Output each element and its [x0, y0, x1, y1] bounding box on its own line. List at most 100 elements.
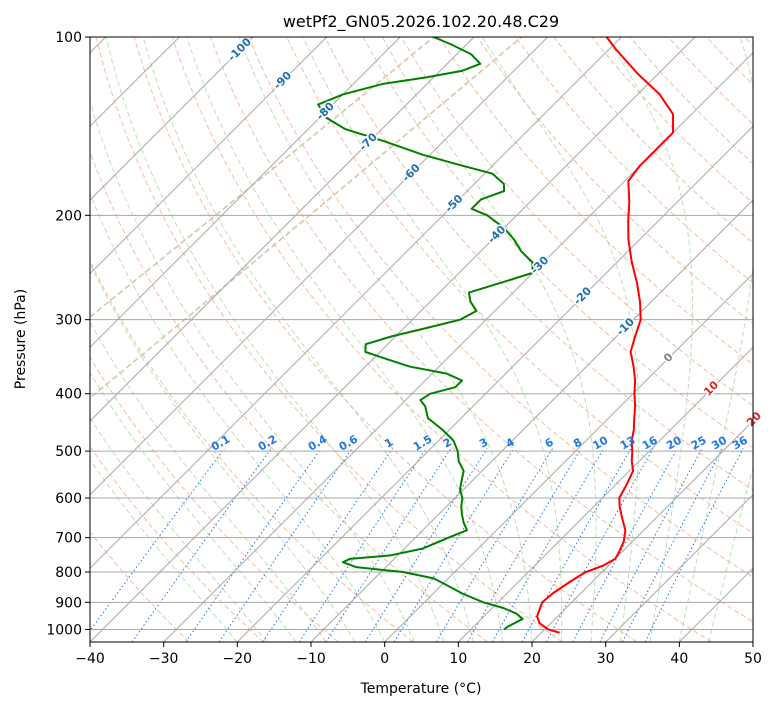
mixing-ratio-label: 36 [730, 433, 750, 452]
isotherm-line [678, 567, 753, 642]
tan-dashed-line [90, 37, 523, 400]
y-tick-label: 1000 [46, 622, 82, 638]
mixing-ratio-line [644, 448, 744, 642]
dry-adiabat [90, 356, 339, 642]
moist-adiabat [381, 37, 597, 642]
moist-adiabat [186, 37, 504, 642]
dry-adiabat [95, 37, 563, 642]
pressure-grid [90, 37, 753, 642]
isotherm-line [531, 420, 753, 642]
dry-adiabat [400, 37, 753, 407]
dry-adiabat [90, 259, 414, 642]
mixing-ratio-label: 0.4 [306, 432, 330, 453]
mixing-ratio-label: 13 [618, 434, 638, 453]
isotherm-line [90, 37, 475, 422]
x-tick-label: 50 [744, 651, 762, 667]
isotherm-line [163, 51, 753, 642]
x-tick-label: 10 [449, 651, 467, 667]
mixing-ratio-label: 1 [382, 436, 395, 451]
mixing-ratio-line [131, 448, 272, 642]
chart-title: wetPf2_GN05.2026.102.20.48.C29 [283, 12, 559, 32]
x-tick-label: −10 [296, 651, 326, 667]
y-tick-label: 100 [55, 30, 82, 46]
temperature-line [536, 37, 675, 634]
isotherm-line [605, 493, 753, 642]
mixing-ratio-label: 30 [709, 433, 729, 452]
mixing-ratio-line [393, 448, 515, 642]
y-tick-label: 700 [55, 531, 82, 547]
mixing-ratio-label: 16 [640, 433, 660, 452]
moist-adiabat [90, 192, 386, 642]
moist-adiabat [90, 459, 238, 642]
isotherm-line [90, 37, 622, 570]
y-tick-label: 200 [55, 208, 82, 224]
x-tick-label: −40 [75, 651, 105, 667]
dry-adiabat [90, 150, 488, 642]
isotherm-label: 10 [701, 378, 721, 398]
isotherm-line [90, 37, 696, 642]
isotherm-line [90, 37, 328, 275]
mixing-ratio-line [435, 448, 553, 642]
isotherm-line [752, 641, 753, 642]
dry-adiabat [248, 37, 753, 578]
background-lines [90, 37, 753, 642]
isotherm-line [90, 37, 254, 201]
dry-adiabat [515, 37, 753, 284]
mixing-ratio-line [218, 448, 353, 642]
mixing-ratio-line [90, 448, 225, 632]
y-tick-label: 300 [55, 313, 82, 329]
isotherm-label: -50 [442, 192, 465, 215]
isotherm-line [384, 272, 753, 642]
y-tick-label: 800 [55, 565, 82, 581]
dry-adiabat [439, 37, 753, 366]
x-tick-label: −30 [149, 651, 179, 667]
y-tick-label: 400 [55, 387, 82, 403]
axis-ticks: −40 −30 −20 −10 0 10 20 30 40 5010020030040050060… [46, 30, 762, 667]
dry-adiabat [706, 37, 753, 86]
y-tick-label: 600 [55, 491, 82, 507]
mixing-ratio-label: 10 [590, 433, 610, 452]
dry-adiabat [668, 37, 753, 125]
isotherm-line [90, 37, 549, 496]
moist-adiabat [142, 37, 474, 642]
isotherm-line [310, 199, 753, 642]
x-axis-label: Temperature (°C) [360, 681, 482, 697]
moist-adiabat [105, 37, 445, 642]
mixing-ratio-label: 3 [477, 436, 490, 451]
dry-adiabat [90, 445, 264, 642]
plot-frame [89, 36, 754, 643]
moist-adiabat [606, 37, 693, 642]
mixing-ratio-label: 1.5 [411, 433, 434, 454]
moist-adiabat [708, 465, 753, 642]
dry-adiabat [90, 531, 190, 642]
mixing-ratio-line [467, 448, 582, 642]
dry-adiabat [133, 37, 638, 642]
isotherm-label: -20 [571, 284, 594, 307]
mixing-ratio-label: 25 [689, 434, 709, 453]
mixing-ratio-line [185, 448, 322, 642]
mixing-ratio-line [364, 448, 488, 642]
dry-adiabat [210, 37, 753, 623]
moist-adiabat [302, 37, 563, 642]
x-tick-label: 40 [670, 651, 688, 667]
isotherm-line [457, 346, 753, 642]
mixing-ratio-line [621, 448, 723, 642]
isotherm-line [90, 37, 401, 349]
moist-adiabat [238, 37, 533, 642]
dry-adiabat [324, 37, 753, 491]
mixing-ratio-label: 0.6 [337, 432, 361, 453]
x-tick-label: 30 [597, 651, 615, 667]
moist-adiabat [90, 99, 415, 642]
profiles [317, 37, 675, 634]
mixing-ratio-line [491, 448, 605, 642]
y-tick-label: 500 [55, 444, 82, 460]
dry-adiabat [744, 37, 753, 47]
mixing-ratio-line [325, 448, 452, 642]
x-tick-label: 20 [523, 651, 541, 667]
x-tick-label: −20 [223, 651, 253, 667]
dry-adiabat [171, 37, 712, 642]
mixing-ratio-label: 0.2 [256, 433, 279, 454]
y-axis-label: Pressure (hPa) [13, 289, 29, 389]
isotherm-line [236, 125, 753, 642]
